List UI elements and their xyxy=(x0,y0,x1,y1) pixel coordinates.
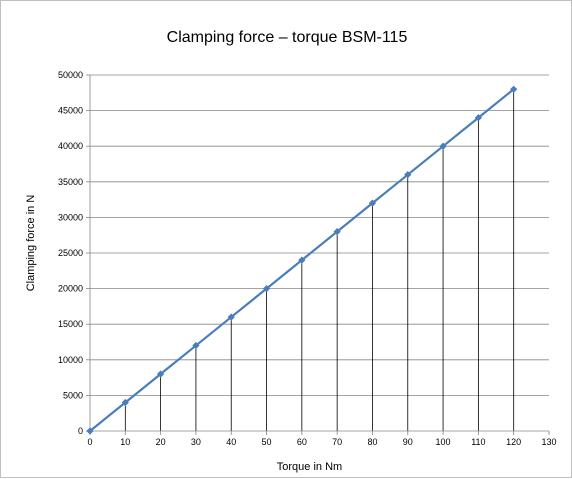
x-tick-label-70: 70 xyxy=(332,437,342,447)
tick-labels: 0 5000 10000 15000 20000 25000 30000 35000 40000… xyxy=(58,70,557,447)
data-point-0 xyxy=(86,427,94,435)
y-tick-label-35000: 35000 xyxy=(58,177,83,187)
y-tick-label-25000: 25000 xyxy=(58,248,83,258)
x-tick-label-0: 0 xyxy=(87,437,92,447)
data-point-110 xyxy=(474,114,483,122)
axes xyxy=(86,74,550,435)
y-axis-title: Clamping force in N xyxy=(25,195,37,292)
x-tick-label-20: 20 xyxy=(156,437,166,447)
gridlines xyxy=(90,74,549,396)
chart-title: Clamping force – torque BSM-115 xyxy=(166,29,408,46)
y-tick-label-5000: 5000 xyxy=(63,390,83,400)
data-point-20 xyxy=(156,370,165,378)
data-point-80 xyxy=(368,199,377,207)
y-tick-label-15000: 15000 xyxy=(58,319,83,329)
data-point-60 xyxy=(298,256,306,264)
series-markers xyxy=(86,85,518,435)
x-tick-label-80: 80 xyxy=(367,437,377,447)
data-point-120 xyxy=(510,85,518,93)
x-tick-label-130: 130 xyxy=(541,437,556,447)
x-tick-label-100: 100 xyxy=(436,437,451,447)
y-tick-label-40000: 40000 xyxy=(58,141,83,151)
x-tick-label-30: 30 xyxy=(191,437,201,447)
y-tick-label-0: 0 xyxy=(78,426,83,436)
data-point-50 xyxy=(262,284,271,293)
x-tick-label-120: 120 xyxy=(506,437,521,447)
x-tick-label-60: 60 xyxy=(297,437,307,447)
x-tick-label-10: 10 xyxy=(120,437,130,447)
data-point-90 xyxy=(404,171,412,179)
x-tick-label-40: 40 xyxy=(226,437,236,447)
y-tick-label-50000: 50000 xyxy=(58,70,83,80)
x-tick-label-110: 110 xyxy=(471,437,485,447)
drop-lines xyxy=(124,89,515,431)
x-axis-title: Torque in Nm xyxy=(277,461,342,473)
y-tick-label-20000: 20000 xyxy=(58,284,83,294)
y-tick-label-45000: 45000 xyxy=(58,106,83,116)
y-tick-label-10000: 10000 xyxy=(58,355,83,365)
x-tick-label-90: 90 xyxy=(403,437,413,447)
x-tick-label-50: 50 xyxy=(262,437,272,447)
data-point-100 xyxy=(439,142,447,150)
data-point-10 xyxy=(121,398,129,407)
data-point-70 xyxy=(333,228,341,236)
data-point-30 xyxy=(192,341,200,350)
y-tick-label-30000: 30000 xyxy=(58,212,83,222)
data-point-40 xyxy=(227,313,235,321)
